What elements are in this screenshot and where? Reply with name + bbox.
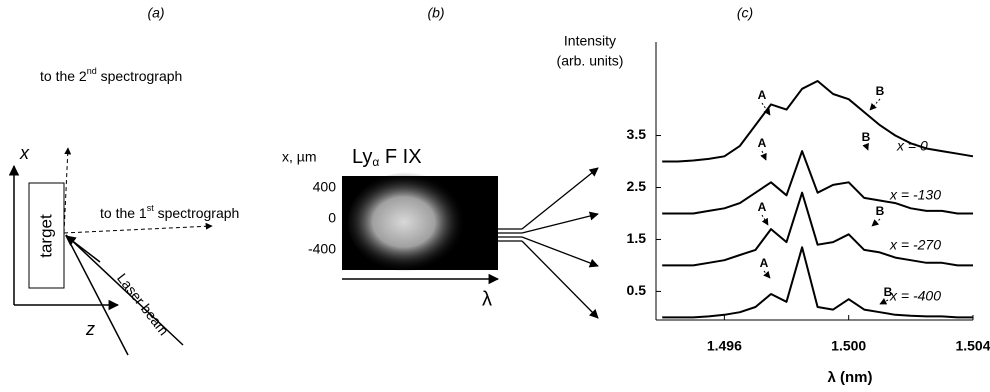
spectrum-line xyxy=(662,151,973,213)
peak-arrow xyxy=(870,99,880,110)
x-tick-label: 1.496 xyxy=(707,338,742,354)
laser-label: Laser beam xyxy=(114,270,172,338)
series-label: x = -400 xyxy=(889,288,941,304)
peak-arrow xyxy=(872,219,880,226)
panel-c: (c) Intensity (arb. units) λ (nm) 0.5 1.5… xyxy=(557,5,990,386)
peak-label: B xyxy=(876,84,885,98)
annotation: to the 2nd spectrograph xyxy=(40,66,182,83)
spectrum-blob xyxy=(348,172,472,272)
peak-label: A xyxy=(758,200,767,214)
axis-label: x xyxy=(19,143,30,163)
peak-arrow xyxy=(762,151,766,160)
tick-label: -400 xyxy=(308,241,336,257)
series-label: x = -130 xyxy=(889,187,941,203)
peak-label: B xyxy=(862,130,871,144)
series-label: x = 0 xyxy=(896,138,928,154)
peak-arrow xyxy=(880,300,888,304)
axis-label: λ xyxy=(482,288,492,310)
panel-title: Lyα F IX xyxy=(352,146,422,169)
target-label: target xyxy=(36,214,55,258)
y-axis-label: (arb. units) xyxy=(557,53,624,69)
beam-arrow xyxy=(64,226,212,233)
peak-label: A xyxy=(758,136,767,150)
tick-label: 400 xyxy=(313,179,337,195)
peak-label: B xyxy=(876,204,885,218)
figure: (a) to the 2nd spectrograph x z target t… xyxy=(0,0,990,392)
spectrum-line xyxy=(662,247,973,317)
peak-arrow xyxy=(866,145,868,150)
x-tick-label: 1.500 xyxy=(831,338,866,354)
y-tick-label: 2.5 xyxy=(627,178,647,194)
tick-label: 0 xyxy=(328,210,336,226)
annotation: to the 1st spectrograph xyxy=(100,203,239,220)
axis-label: x, µm xyxy=(282,149,317,165)
panel-label: (b) xyxy=(427,5,444,21)
spectrum-line xyxy=(662,193,973,266)
panel-a: (a) to the 2nd spectrograph x z target t… xyxy=(14,5,239,355)
y-tick-label: 3.5 xyxy=(627,126,647,142)
peak-arrow xyxy=(764,271,770,278)
panel-b: (b) x, µm Lyα F IX 400 0 -400 λ xyxy=(282,5,598,318)
peak-label: A xyxy=(760,256,769,270)
y-axis-label: Intensity xyxy=(564,33,616,49)
peak-label: A xyxy=(758,88,767,102)
peak-arrow xyxy=(762,215,768,225)
series-label: x = -270 xyxy=(889,237,941,253)
y-tick-label: 0.5 xyxy=(627,282,647,298)
x-tick-label: 1.504 xyxy=(955,338,990,354)
laser-line xyxy=(66,235,128,355)
axis-label: z xyxy=(85,319,95,339)
panel-label: (c) xyxy=(737,5,753,21)
beam-arrow xyxy=(64,148,68,233)
peak-label: B xyxy=(884,285,893,299)
laser-arrow xyxy=(66,236,100,262)
x-axis-label: λ (nm) xyxy=(828,369,873,386)
y-tick-label: 1.5 xyxy=(627,230,647,246)
panel-label: (a) xyxy=(147,5,164,21)
